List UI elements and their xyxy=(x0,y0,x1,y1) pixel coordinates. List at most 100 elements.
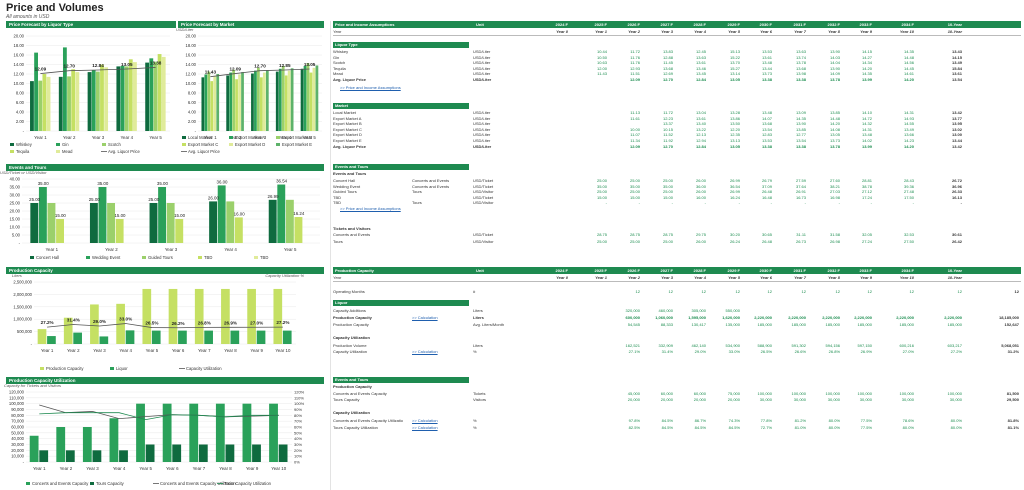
row-label: Concerts and Events xyxy=(333,232,371,237)
row-value: 12 xyxy=(957,289,962,294)
row-value: 80.0% xyxy=(828,418,840,423)
row-value: 11.51 xyxy=(630,71,640,77)
data-label: 27.0% xyxy=(250,320,263,325)
row-value: 12.45 xyxy=(695,49,706,54)
row-value: 13.54 xyxy=(795,138,806,143)
row-value: 2,220,000 xyxy=(944,315,962,320)
y2-tick-label: 60% xyxy=(294,425,302,430)
y-tick-label: 5.00 xyxy=(12,233,21,238)
row-label: Concerts and Events Capacity Utilizatio xyxy=(333,418,404,423)
calculation-link[interactable]: >> Calculation xyxy=(412,349,438,354)
chart-unit-right: Capacity Utilization % xyxy=(265,273,304,278)
bar xyxy=(63,317,73,344)
row-value: - xyxy=(870,200,872,206)
row-value: 2,220,000 xyxy=(896,315,914,320)
row-value: 15.27 xyxy=(729,65,740,71)
calculation-link[interactable]: >> Calculation xyxy=(412,315,438,320)
calculation-link[interactable]: >> Calculation xyxy=(412,425,438,430)
data-label: 15.00 xyxy=(114,213,126,218)
section-header: Events and Tours xyxy=(333,377,469,383)
row-value: 13.86 xyxy=(729,115,740,121)
row-value: 14.48 xyxy=(903,54,914,60)
data-label: 25.00 xyxy=(29,197,41,202)
bar xyxy=(232,69,235,131)
header-label: Production Capacity xyxy=(335,268,374,273)
calculation-link[interactable]: >> Price and Income Assumptions xyxy=(340,85,401,90)
row-value: 26.42 xyxy=(951,239,962,244)
row-value: 12 xyxy=(668,289,673,294)
bar xyxy=(166,203,175,243)
subheader-year: Year 6 xyxy=(760,275,772,280)
x-tick-label: Year 1 xyxy=(46,247,59,252)
row-value: 13.48 xyxy=(861,132,872,138)
row-value: 100,000 xyxy=(825,391,840,396)
row-value: 12 xyxy=(909,289,914,294)
row-value: 25.00 xyxy=(596,239,607,244)
y-tick-label: 1,500,000 xyxy=(13,304,32,309)
calculation-link[interactable]: >> Price and Income Assumptions xyxy=(340,206,401,211)
row-value: 36.54 xyxy=(729,183,740,189)
row-unit: Tickets xyxy=(473,391,486,396)
subheader-year: Year 7 xyxy=(794,29,806,34)
row-label: Avg. Liquor Price xyxy=(333,144,366,149)
row-unit: Visitors xyxy=(473,397,487,402)
header-year: 2030 F xyxy=(759,22,772,27)
header-year: 2028 F xyxy=(693,22,706,27)
y-tick-label: 20,000 xyxy=(11,448,24,453)
row-value: 14.48 xyxy=(829,115,840,121)
row-value: 2,220,000 xyxy=(822,315,840,320)
row-value: 14.55 xyxy=(903,121,914,127)
bar xyxy=(256,330,266,344)
subheader-label: Year xyxy=(333,275,342,280)
section-label: Events and Tours xyxy=(333,171,367,176)
row-value: 27.59 xyxy=(795,178,806,183)
divider xyxy=(330,21,331,490)
row-value: 13.38 xyxy=(761,77,772,82)
row-value: 13.61 xyxy=(761,54,772,60)
x-tick-label: Year 3 xyxy=(86,466,99,471)
row-value: - xyxy=(804,200,806,206)
x-tick-label: Year 8 xyxy=(219,466,232,471)
row-value: 12.35 xyxy=(729,132,740,138)
row-value: 26.48 xyxy=(761,189,772,195)
chart-header-market: Price Forecast by Market xyxy=(178,21,324,28)
legend-swatch xyxy=(110,367,114,370)
row-value: 25.00 xyxy=(596,178,607,183)
row-value: 30.20 xyxy=(729,232,740,237)
page-subtitle: All amounts in USD xyxy=(6,14,50,20)
row-value: 35.00 xyxy=(629,183,640,189)
row-value: 597,150 xyxy=(857,343,872,348)
row-value: 12.13 xyxy=(695,132,706,138)
y-tick-label: - xyxy=(23,460,25,465)
bar xyxy=(207,71,211,131)
data-label: 29.0% xyxy=(93,319,106,324)
legend-swatch xyxy=(90,482,94,485)
row-value: 26.48 xyxy=(761,239,772,244)
row-value: 60,000 xyxy=(693,391,706,396)
row-value: 13.00 xyxy=(951,132,962,138)
row-label: Wedding Event xyxy=(333,183,361,189)
row-value: 305,000 xyxy=(691,308,706,313)
row-value: 13.38 xyxy=(761,144,772,149)
row-value: 13.37 xyxy=(662,121,673,127)
row-value: 27.60 xyxy=(829,178,840,183)
calculation-link[interactable]: >> Calculation xyxy=(412,418,438,423)
row-unit: USD/Ticket xyxy=(473,194,494,200)
y-tick-label: 100,000 xyxy=(9,401,25,406)
row-value: 26.91 xyxy=(795,189,806,195)
row-value: 74.3% xyxy=(728,418,740,423)
bar xyxy=(201,77,205,131)
bar xyxy=(273,288,283,344)
row-value: 185,000 xyxy=(899,322,914,327)
row-value: 33.0% xyxy=(728,349,740,354)
row-label: Export Market A xyxy=(333,115,362,121)
data-label: 26.8% xyxy=(198,320,211,325)
row-value: 84.5% xyxy=(661,418,673,423)
row-unit: USD/Visitor xyxy=(473,239,494,244)
data-label: 26.2% xyxy=(172,321,185,326)
x-tick-label: Year 2 xyxy=(63,135,76,140)
row-unit: USD/Liter xyxy=(473,65,491,71)
row-value: 27.24 xyxy=(861,239,872,244)
bar xyxy=(303,65,307,131)
row-unit: Avg. Liters/Month xyxy=(473,322,505,327)
